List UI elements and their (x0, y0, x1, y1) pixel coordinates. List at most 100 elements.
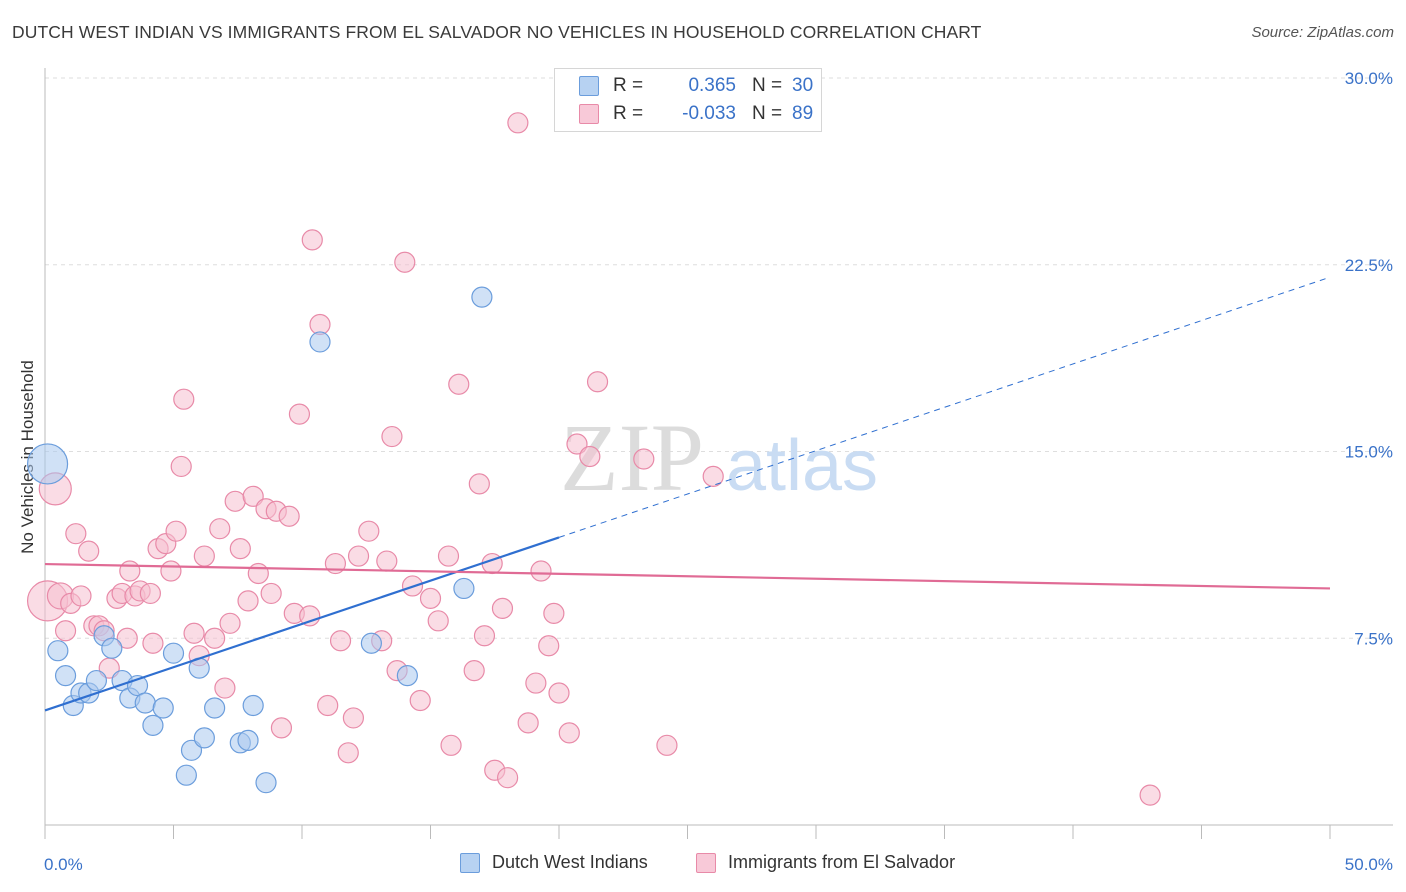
el-salvador-point-6 (70, 585, 92, 607)
dutch-west-indians-point-6 (85, 669, 108, 692)
el-salvador-point-37 (247, 562, 269, 585)
el-salvador-point-45 (299, 605, 321, 627)
el-salvador-point-5 (65, 523, 87, 545)
el-salvador-point-85 (633, 448, 655, 470)
dutch-west-indians-point-17 (175, 764, 197, 786)
legend-r-value-blue: 0.365 (688, 75, 736, 96)
el-salvador-point-51 (337, 742, 359, 764)
el-salvador-point-57 (381, 425, 403, 448)
dutch-west-indians-point-19 (193, 727, 215, 749)
el-salvador-point-15 (119, 560, 141, 582)
el-salvador-point-74 (507, 112, 529, 134)
el-salvador-point-88 (1139, 784, 1161, 806)
dutch-west-indians-point-26 (360, 632, 382, 654)
y-tick-label-1: 15.0% (1345, 443, 1393, 462)
x-tick-label-max: 50.0% (1345, 855, 1393, 874)
el-salvador-point-81 (558, 722, 580, 744)
el-salvador-point-54 (358, 520, 380, 542)
el-salvador-point-67 (463, 660, 485, 682)
bottom-legend-label-pink: Immigrants from El Salvador (728, 852, 956, 872)
tick-labels: 7.5% 15.0% 22.5% 30.0% 0.0% 50.0% (44, 69, 1393, 874)
series-el-salvador-points (26, 112, 1161, 806)
el-salvador-point-3 (54, 620, 77, 642)
chart-title: DUTCH WEST INDIAN VS IMMIGRANTS FROM EL … (12, 22, 982, 42)
el-salvador-point-30 (209, 518, 231, 540)
el-salvador-point-86 (656, 734, 678, 756)
dutch-west-indians-point-0 (26, 443, 69, 485)
watermark-atlas: atlas (726, 426, 878, 506)
el-salvador-point-23 (165, 520, 187, 542)
el-salvador-point-87 (702, 465, 724, 487)
el-salvador-point-53 (347, 545, 370, 567)
x-tick-label-min: 0.0% (44, 855, 83, 874)
el-salvador-point-62 (419, 587, 442, 610)
axes (44, 68, 1393, 839)
el-salvador-point-80 (548, 682, 570, 704)
legend-n-label: N = (752, 103, 783, 124)
bottom-legend-dutch-west-indians: Dutch West Indians (460, 852, 648, 873)
el-salvador-point-36 (242, 485, 264, 507)
el-salvador-point-50 (329, 630, 352, 652)
dutch-west-indians-point-16 (180, 739, 203, 761)
legend-r-value-pink: -0.033 (682, 103, 736, 124)
trend-line-pink (44, 562, 1331, 590)
el-salvador-point-14 (116, 627, 138, 649)
dutch-west-indians-point-28 (453, 577, 475, 600)
y-tick-label-0: 7.5% (1354, 629, 1393, 648)
trend-line-blue (44, 536, 560, 712)
el-salvador-point-64 (437, 545, 460, 567)
el-salvador-point-34 (229, 538, 251, 560)
source-credit: Source: ZipAtlas.com (1251, 24, 1394, 41)
el-salvador-point-22 (160, 560, 182, 582)
el-salvador-point-83 (579, 445, 601, 468)
watermark: ZIP atlas (560, 404, 878, 511)
legend-n-label: N = (752, 75, 783, 96)
el-salvador-point-44 (288, 403, 311, 425)
dutch-west-indians-point-15 (162, 642, 185, 664)
el-salvador-point-25 (173, 388, 195, 410)
el-salvador-point-72 (491, 597, 514, 619)
dutch-west-indians-point-13 (142, 714, 164, 737)
dutch-west-indians-point-24 (255, 772, 277, 794)
legend-swatch-blue (579, 76, 599, 96)
el-salvador-point-77 (530, 560, 552, 582)
dutch-west-indians-point-25 (309, 331, 331, 353)
el-salvador-point-56 (376, 550, 398, 572)
legend-row-el-salvador: R = -0.033 N = 89 (579, 101, 813, 127)
dutch-west-indians-point-22 (237, 729, 259, 751)
dutch-west-indians-point-8 (101, 637, 123, 659)
el-salvador-point-78 (538, 635, 560, 657)
el-salvador-point-31 (214, 677, 236, 699)
trend-lines (44, 276, 1331, 712)
el-salvador-point-76 (525, 672, 547, 694)
el-salvador-point-65 (440, 734, 462, 756)
el-salvador-point-35 (237, 590, 259, 612)
dutch-west-indians-point-29 (471, 286, 493, 308)
el-salvador-point-66 (448, 373, 470, 395)
series-dutch-west-indians-points (26, 286, 493, 794)
el-salvador-point-28 (193, 545, 215, 567)
dutch-west-indians-point-23 (242, 694, 264, 717)
el-salvador-point-68 (468, 473, 490, 495)
bottom-legend-label-blue: Dutch West Indians (492, 852, 648, 872)
el-salvador-point-33 (224, 490, 246, 512)
el-salvador-point-82 (566, 433, 588, 455)
legend-r-label: R = (613, 103, 644, 124)
el-salvador-point-61 (409, 689, 431, 712)
el-salvador-point-7 (78, 540, 100, 562)
bottom-legend-el-salvador: Immigrants from El Salvador (696, 852, 955, 873)
trend-line-blue-extension (558, 276, 1331, 538)
legend-r-label: R = (613, 75, 644, 96)
el-salvador-point-39 (260, 582, 282, 605)
el-salvador-point-42 (278, 505, 300, 527)
el-salvador-point-29 (204, 627, 226, 649)
el-salvador-point-69 (473, 625, 496, 647)
bottom-legend-swatch-blue (460, 852, 480, 873)
legend-n-value-blue: 30 (792, 75, 814, 96)
el-salvador-point-79 (543, 602, 565, 624)
legend-row-dutch-west-indians: R = 0.365 N = 30 (579, 73, 813, 99)
dutch-west-indians-point-14 (152, 697, 174, 719)
legend-swatch-pink (579, 104, 599, 124)
el-salvador-point-75 (517, 712, 539, 734)
